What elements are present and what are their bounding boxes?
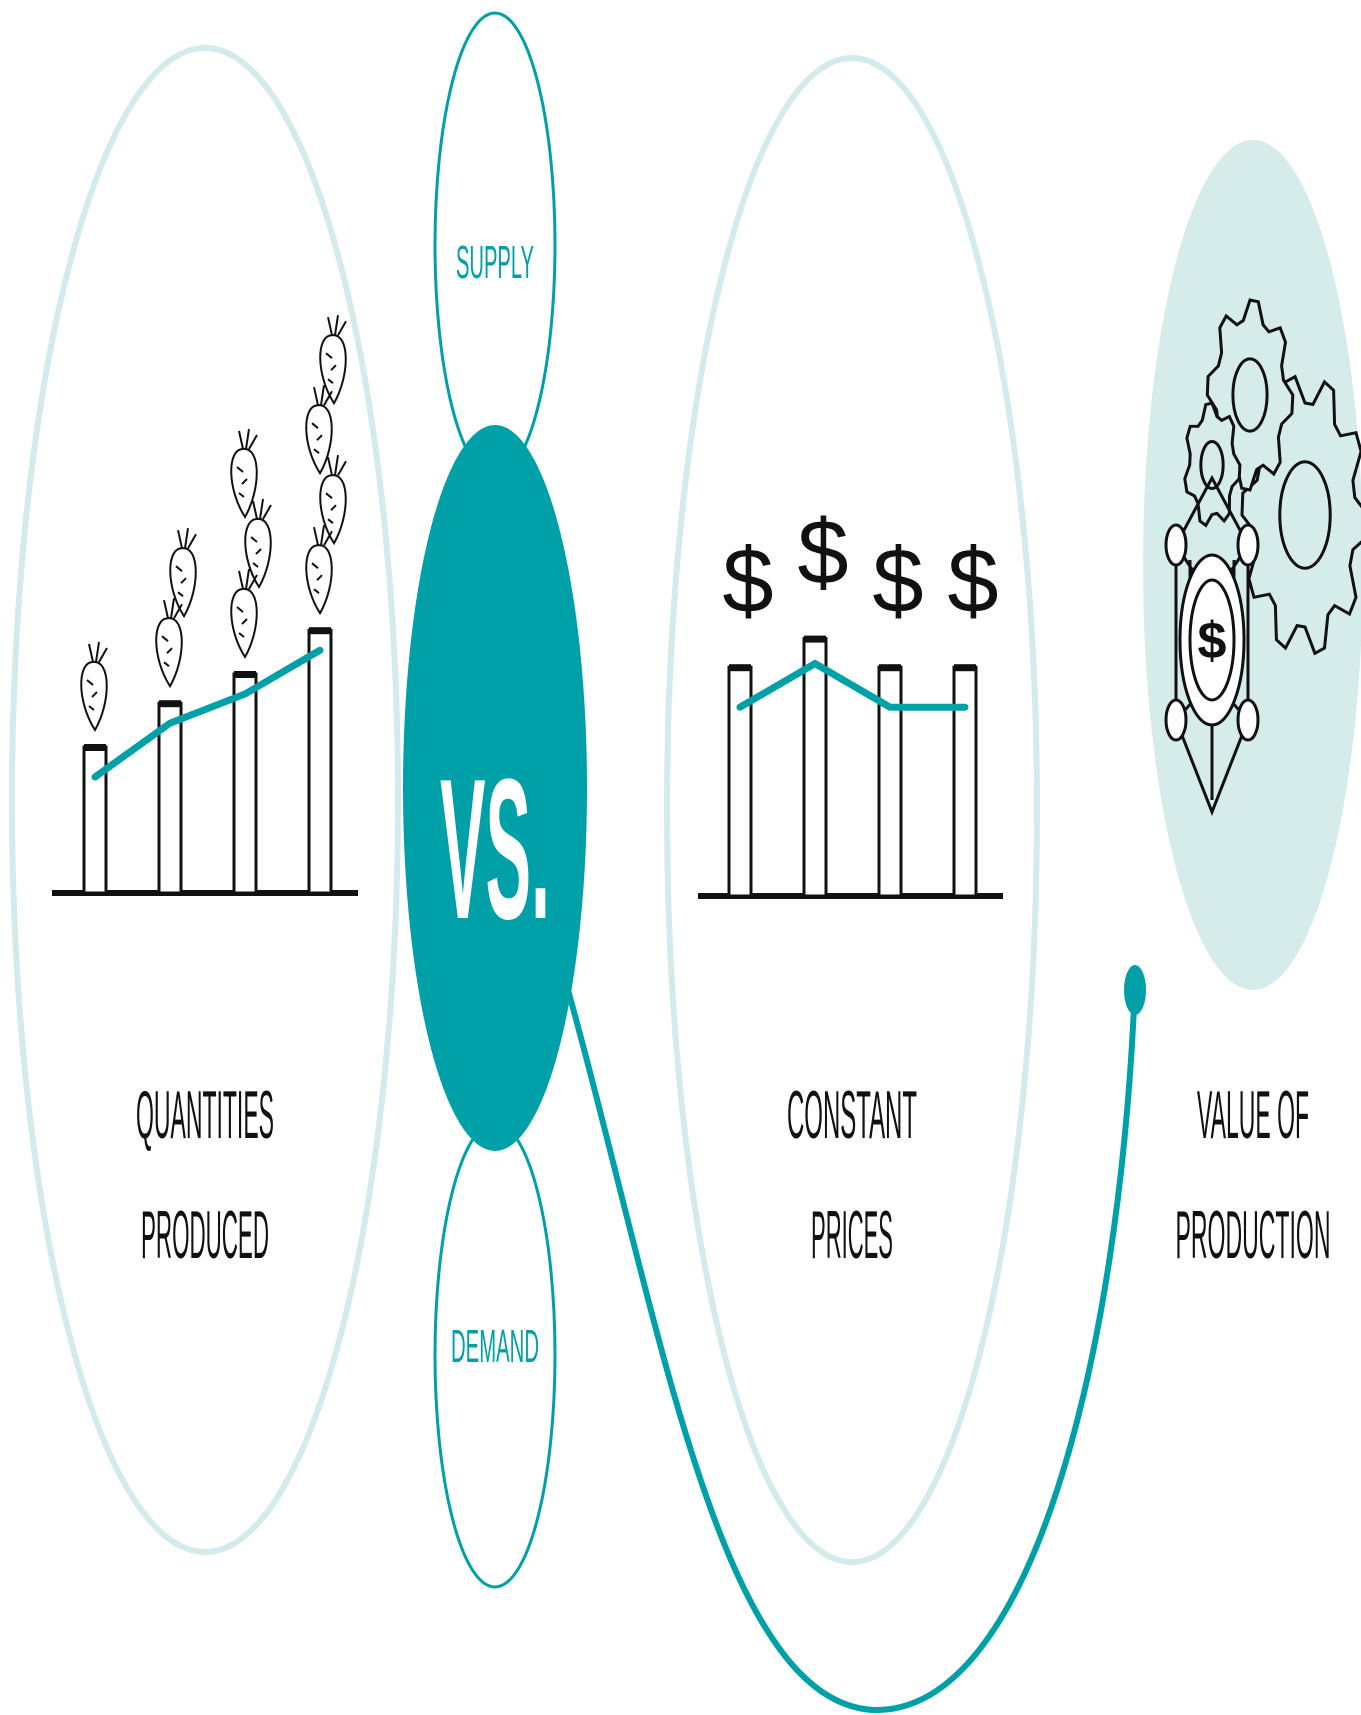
constant-prices-line2: PRICES xyxy=(811,1197,893,1273)
vegetable-icon xyxy=(230,568,258,659)
vs-oval xyxy=(403,425,587,1151)
vegetable-icon xyxy=(169,528,197,619)
vegetable-icon xyxy=(305,525,333,616)
network-node xyxy=(1164,523,1188,567)
connector-dot xyxy=(1124,965,1146,1015)
vegetable-icon xyxy=(244,498,272,589)
quantities-produced-line1: QUANTITIES xyxy=(136,1077,274,1153)
vegetable-icon xyxy=(80,641,108,732)
prices-dollar-marker: $ xyxy=(947,530,998,632)
quantities-bar-cap xyxy=(309,627,331,635)
value-of-production-line2: PRODUCTION xyxy=(1176,1197,1331,1273)
prices-bar xyxy=(952,665,978,898)
quantities-bar-cap xyxy=(159,700,181,708)
network-node xyxy=(1236,698,1260,742)
supply-label: SUPPLY xyxy=(456,236,534,288)
coin-dollar-sign: $ xyxy=(1198,612,1227,670)
quantities-bar-cap xyxy=(84,744,106,751)
vegetable-icon xyxy=(319,455,347,546)
connector-curve xyxy=(565,984,1138,1714)
vegetable-icon xyxy=(305,385,333,476)
value-of-production-line1: VALUE OF xyxy=(1197,1077,1309,1153)
network-node xyxy=(1236,523,1260,567)
vegetable-icon xyxy=(319,315,347,406)
vegetable-icon xyxy=(230,428,258,519)
prices-dollar-marker: $ xyxy=(722,530,773,632)
prices-bar-cap xyxy=(804,635,826,643)
constant-prices-line1: CONSTANT xyxy=(787,1077,917,1153)
quantities-produced-line2: PRODUCED xyxy=(141,1197,269,1273)
gears-dollar-network-icon: $ xyxy=(1164,298,1361,817)
quantities-bar-cap xyxy=(234,671,256,678)
dollar-coin-inner xyxy=(1188,578,1236,702)
prices-bar-chart-icon: $ $ $ $ xyxy=(698,502,1003,899)
prices-dollar-marker: $ xyxy=(872,530,923,632)
gear-icon xyxy=(1183,401,1242,528)
prices-dollar-marker: $ xyxy=(797,502,848,604)
quantities-bar xyxy=(307,628,333,895)
prices-trend-line xyxy=(736,659,969,711)
prices-bar-cap xyxy=(879,664,901,672)
quantities-bar xyxy=(232,672,258,895)
vs-label: VS. xyxy=(440,738,550,961)
network-node xyxy=(1164,698,1188,742)
prices-bar-cap xyxy=(954,664,976,672)
quantities-trend-line xyxy=(91,646,324,781)
prices-bar-cap xyxy=(729,664,751,672)
quantities-oval xyxy=(9,45,401,1555)
gears-icon xyxy=(1183,298,1361,656)
quantities-bar-chart-icon xyxy=(52,315,358,896)
demand-label: DEMAND xyxy=(451,1320,539,1372)
constant-prices-oval xyxy=(664,55,1040,1565)
vegetable-icon xyxy=(155,598,183,689)
prices-bar xyxy=(802,637,828,898)
